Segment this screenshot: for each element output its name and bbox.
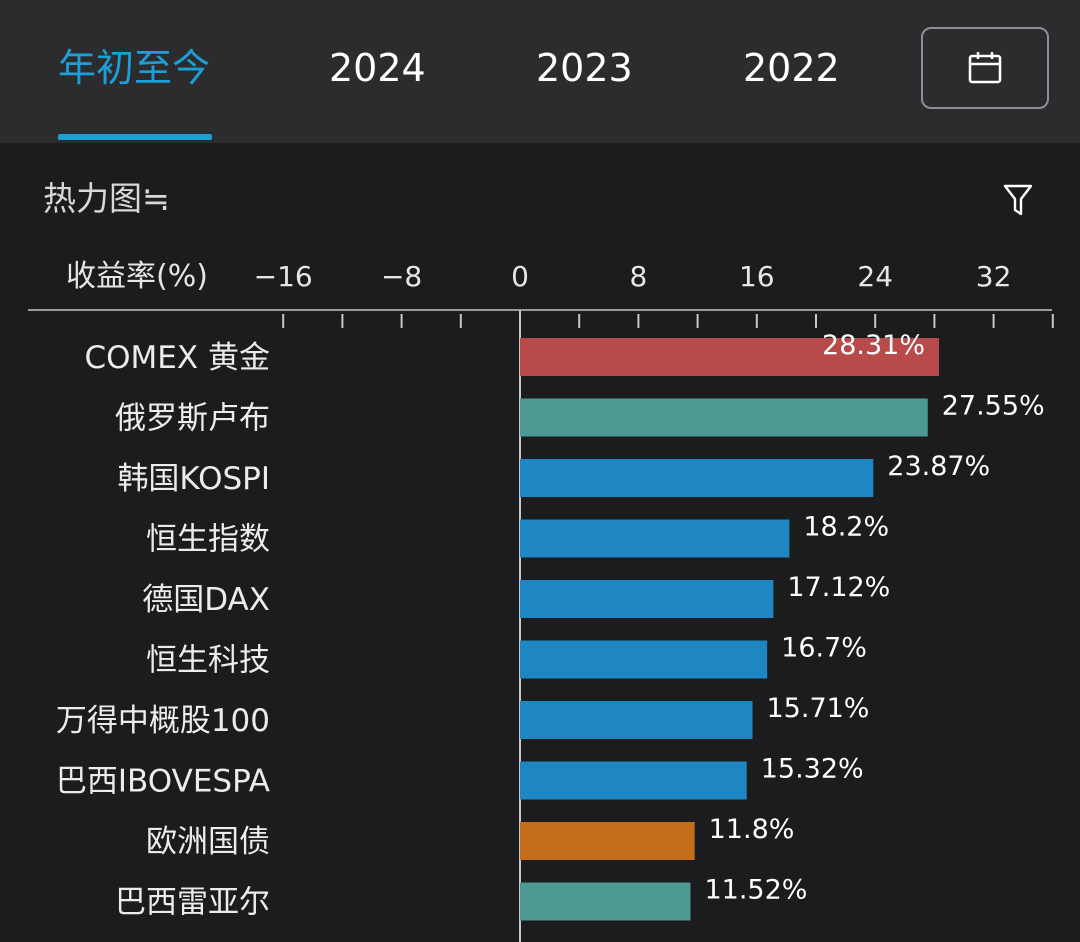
value-label: 15.32% [761,754,864,785]
category-label: 恒生科技 [146,643,270,679]
value-label: 11.8% [709,814,795,845]
x-tick-label: 0 [511,260,529,293]
tab-year-to-date[interactable]: 年初至今 [58,46,211,90]
x-tick-label: −8 [381,260,422,293]
category-label: 韩国KOSPI [117,461,270,497]
bar [520,761,747,800]
category-label: 恒生指数 [146,522,270,558]
calendar-button[interactable] [921,27,1049,109]
category-label: 巴西IBOVESPA [56,764,270,800]
filter-icon [1003,184,1033,216]
tab-2022[interactable]: 2022 [743,46,840,90]
x-tick-label: −16 [254,260,313,293]
value-label: 16.7% [781,633,867,664]
filter-button[interactable] [996,180,1040,220]
bar [520,459,874,497]
value-label: 18.2% [803,512,889,543]
category-label: COMEX 黄金 [85,340,270,376]
bar [520,519,790,558]
x-tick-label: 24 [857,260,893,293]
calendar-icon [968,52,1002,84]
x-tick-label: 32 [976,260,1012,293]
x-tick-label: 8 [629,260,647,293]
bar [520,822,695,860]
category-label: 德国DAX [142,582,270,618]
bar [520,701,753,739]
category-label: 万得中概股100 [56,703,270,739]
x-tick-label: 16 [739,260,775,293]
category-label: 巴西雷亚尔 [115,885,270,921]
bar [520,338,939,376]
value-label: 17.12% [787,572,890,603]
category-label: 俄罗斯卢布 [115,401,270,437]
value-label: 11.52% [704,875,807,906]
bar [520,882,691,921]
value-label: 15.71% [767,693,870,724]
period-tab-bar: 年初至今 2024 2023 2022 [0,0,1080,143]
value-label: 27.55% [942,391,1045,422]
bar [520,640,768,679]
tab-2024[interactable]: 2024 [329,46,426,90]
value-label: 23.87% [887,451,990,482]
axis-title: 收益率(%) [66,259,208,294]
active-tab-indicator [58,134,212,140]
returns-bar-chart: 收益率(%) −16 −8 0 8 16 24 32 COMEX 黄金 28.31% 俄罗斯卢布 27… [28,259,1054,942]
category-label: 欧洲国债 [146,824,270,860]
bar [520,398,928,437]
value-label: 28.31% [822,330,925,361]
bar [520,580,774,618]
tab-2023[interactable]: 2023 [536,46,633,90]
heatmap-toggle[interactable]: 热力图≒ [43,179,170,218]
